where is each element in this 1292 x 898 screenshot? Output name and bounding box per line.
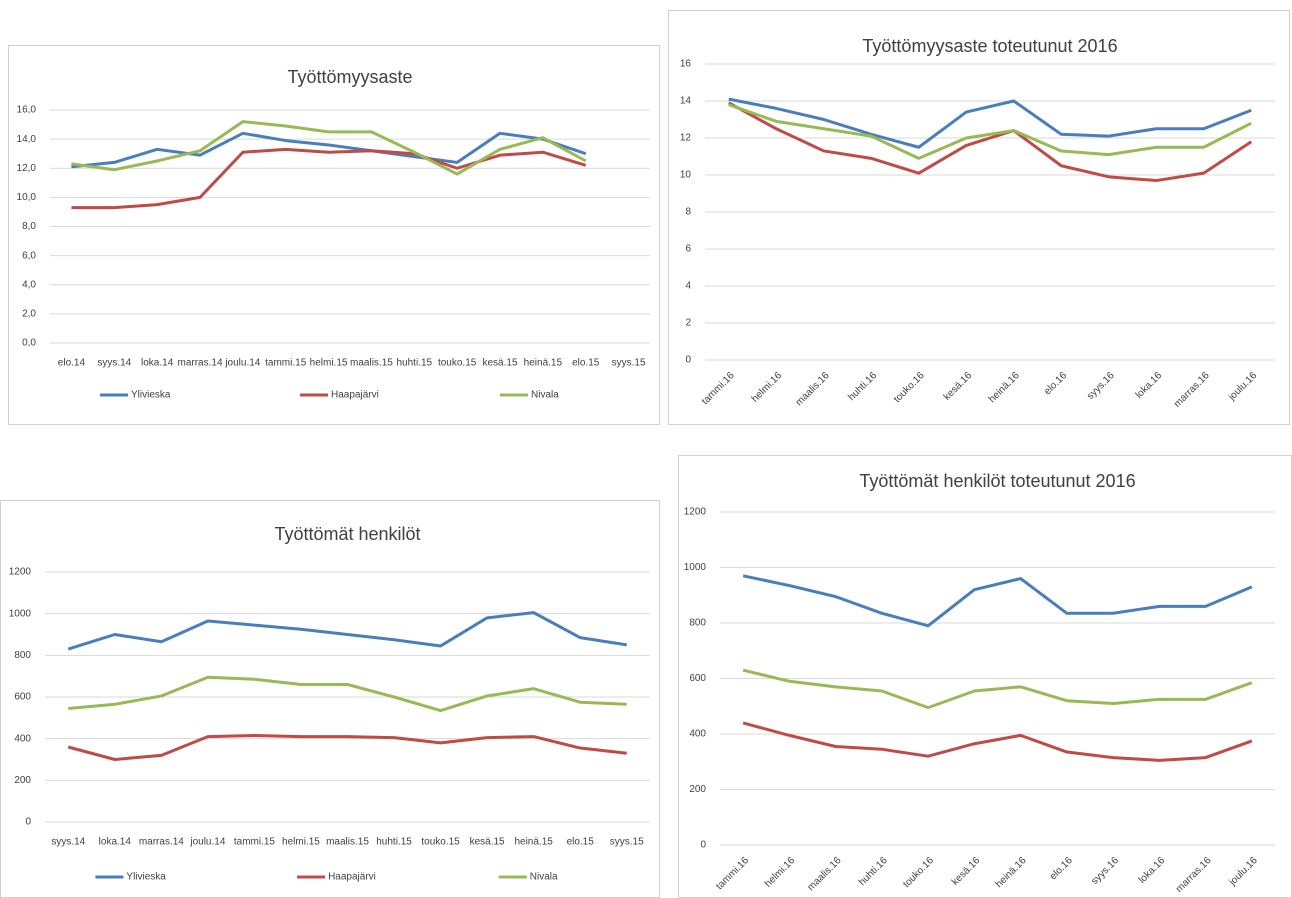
y-tick-label: 8,0 bbox=[22, 221, 36, 232]
y-tick-label: 200 bbox=[689, 784, 706, 795]
chart-frame bbox=[678, 455, 1292, 898]
y-tick-label: 0 bbox=[685, 355, 691, 366]
legend-label: Nivala bbox=[531, 390, 559, 401]
y-tick-label: 4 bbox=[685, 281, 691, 292]
data-line bbox=[68, 675, 627, 713]
y-tick-label: 10,0 bbox=[17, 192, 37, 203]
x-tick-label: heinä.15 bbox=[524, 358, 563, 369]
y-tick-label: 0 bbox=[25, 817, 31, 828]
y-tick-label: 6 bbox=[685, 244, 691, 255]
x-tick-label: helmi.15 bbox=[310, 358, 348, 369]
chart-title: Työttömyysaste bbox=[287, 67, 412, 87]
data-line bbox=[742, 721, 1253, 762]
chart-panel: Työttömät henkilöt 0 200 400 600 800 1000 1200 s… bbox=[0, 500, 660, 898]
y-tick-label: 600 bbox=[689, 673, 706, 684]
y-tick-label: 600 bbox=[14, 692, 31, 703]
chart-title: Työttömät henkilöt bbox=[274, 524, 420, 544]
y-tick-label: 400 bbox=[14, 733, 31, 744]
x-tick-label: joulu.14 bbox=[189, 837, 225, 848]
data-line bbox=[67, 611, 627, 651]
chart-title: Työttömät henkilöt toteutunut 2016 bbox=[859, 471, 1135, 491]
chart-frame bbox=[668, 10, 1290, 425]
y-tick-label: 8 bbox=[685, 207, 691, 218]
chart-frame bbox=[0, 500, 660, 898]
legend-label: Haapajärvi bbox=[331, 390, 379, 401]
legend-label: Nivala bbox=[530, 872, 558, 883]
y-tick-label: 200 bbox=[14, 775, 31, 786]
y-tick-label: 0,0 bbox=[22, 338, 36, 349]
x-tick-label: elo.14 bbox=[58, 358, 86, 369]
x-tick-label: kesä.15 bbox=[470, 837, 505, 848]
y-tick-label: 0 bbox=[700, 840, 706, 851]
x-tick-label: syys.14 bbox=[97, 358, 131, 369]
y-tick-label: 2 bbox=[685, 318, 691, 329]
data-line bbox=[71, 147, 587, 210]
chart-panel: Työttömyysaste toteutunut 2016 0 2 4 6 8 10 12 1… bbox=[668, 10, 1290, 425]
x-tick-label: maalis.15 bbox=[350, 358, 393, 369]
data-line bbox=[728, 103, 1252, 160]
data-line bbox=[742, 574, 1253, 628]
chart-panel: Työttömyysaste 0,0 2,0 4,0 6,0 8,0 10,0 12,0 14,… bbox=[8, 45, 660, 425]
x-tick-label: tammi.15 bbox=[265, 358, 307, 369]
y-tick-label: 10 bbox=[680, 170, 692, 181]
x-tick-label: syys.15 bbox=[610, 837, 644, 848]
legend-label: Ylivieska bbox=[126, 872, 166, 883]
y-tick-label: 4,0 bbox=[22, 279, 36, 290]
chart-title: Työttömyysaste toteutunut 2016 bbox=[862, 36, 1117, 56]
x-tick-label: helmi.15 bbox=[282, 837, 320, 848]
x-tick-label: loka.14 bbox=[99, 837, 132, 848]
x-tick-label: kesä.15 bbox=[482, 358, 517, 369]
data-line bbox=[67, 734, 627, 761]
y-tick-label: 1000 bbox=[684, 562, 707, 573]
y-tick-label: 14,0 bbox=[17, 134, 37, 145]
y-tick-label: 16,0 bbox=[17, 105, 37, 116]
y-tick-label: 6,0 bbox=[22, 250, 36, 261]
data-line bbox=[728, 101, 1253, 183]
y-tick-label: 800 bbox=[689, 618, 706, 629]
x-tick-label: touko.15 bbox=[421, 837, 460, 848]
y-tick-label: 2,0 bbox=[22, 309, 36, 320]
y-tick-label: 400 bbox=[689, 729, 706, 740]
data-line bbox=[728, 97, 1252, 149]
x-tick-label: joulu.14 bbox=[224, 358, 260, 369]
x-tick-label: marras.14 bbox=[177, 358, 222, 369]
data-line bbox=[742, 668, 1253, 710]
x-tick-label: touko.15 bbox=[438, 358, 477, 369]
x-tick-label: syys.14 bbox=[51, 837, 85, 848]
x-tick-label: heinä.15 bbox=[514, 837, 553, 848]
x-tick-label: syys.15 bbox=[612, 358, 646, 369]
y-tick-label: 1200 bbox=[684, 507, 707, 518]
x-tick-label: huhti.15 bbox=[376, 837, 412, 848]
x-tick-label: tammi.15 bbox=[234, 837, 276, 848]
x-tick-label: elo.15 bbox=[572, 358, 600, 369]
y-tick-label: 800 bbox=[14, 650, 31, 661]
y-tick-label: 14 bbox=[680, 96, 692, 107]
x-tick-label: huhti.15 bbox=[396, 358, 432, 369]
data-line bbox=[71, 131, 587, 169]
y-tick-label: 12,0 bbox=[17, 163, 37, 174]
legend-label: Haapajärvi bbox=[328, 872, 376, 883]
x-tick-label: marras.14 bbox=[139, 837, 184, 848]
y-tick-label: 12 bbox=[680, 133, 692, 144]
x-tick-label: loka.14 bbox=[141, 358, 174, 369]
x-tick-label: maalis.15 bbox=[326, 837, 369, 848]
legend-label: Ylivieska bbox=[131, 390, 171, 401]
data-line bbox=[71, 120, 587, 176]
chart-panel: Työttömät henkilöt toteutunut 2016 0 200 40… bbox=[678, 455, 1292, 898]
x-tick-label: elo.15 bbox=[567, 837, 595, 848]
y-tick-label: 1200 bbox=[9, 567, 32, 578]
y-tick-label: 1000 bbox=[9, 608, 32, 619]
y-tick-label: 16 bbox=[680, 59, 692, 70]
chart-frame bbox=[8, 45, 660, 425]
